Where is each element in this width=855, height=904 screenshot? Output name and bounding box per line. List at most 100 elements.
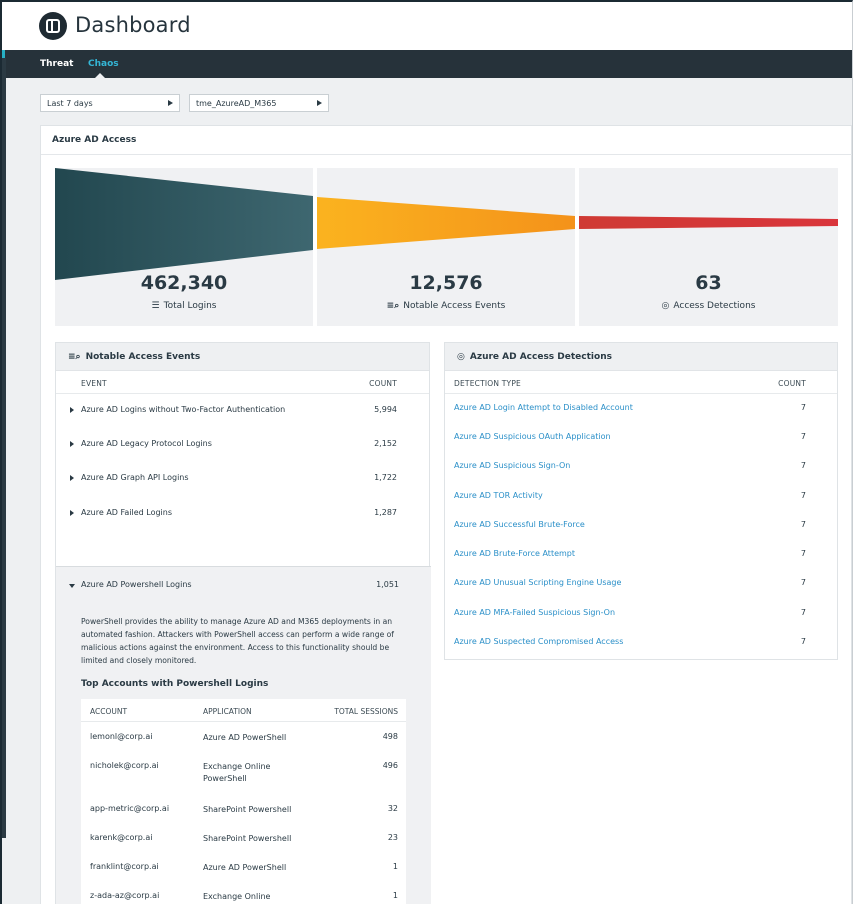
expand-arrow-icon[interactable] bbox=[70, 441, 74, 447]
event-name: Azure AD Legacy Protocol Logins bbox=[81, 439, 212, 448]
detection-link[interactable]: Azure AD Unusual Scripting Engine Usage bbox=[454, 578, 622, 587]
detection-row[interactable]: Azure AD MFA-Failed Suspicious Sign-On 7 bbox=[445, 598, 837, 627]
tenant-select[interactable]: tme_AzureAD_M365 bbox=[189, 94, 329, 112]
event-row[interactable]: Azure AD Legacy Protocol Logins 2,152 bbox=[56, 426, 429, 460]
detection-row[interactable]: Azure AD Login Attempt to Disabled Accou… bbox=[445, 393, 837, 422]
dashboard-logo-icon[interactable] bbox=[39, 12, 67, 40]
divider bbox=[81, 721, 406, 722]
detection-count: 7 bbox=[800, 578, 806, 587]
target-icon: ◎ bbox=[661, 301, 670, 311]
column-header-application[interactable]: APPLICATION bbox=[203, 707, 252, 716]
funnel-label-text: Total Logins bbox=[163, 301, 217, 311]
event-row[interactable]: Azure AD Logins without Two-Factor Authe… bbox=[56, 392, 429, 426]
left-edge-strip bbox=[2, 58, 6, 838]
funnel-shape bbox=[55, 168, 838, 280]
funnel-stage-detections[interactable]: 63 ◎ Access Detections bbox=[579, 168, 838, 326]
column-header-account[interactable]: ACCOUNT bbox=[90, 707, 128, 716]
funnel-value: 12,576 bbox=[409, 272, 483, 294]
detection-link[interactable]: Azure AD TOR Activity bbox=[454, 491, 543, 500]
divider bbox=[56, 393, 429, 394]
detection-link[interactable]: Azure AD Brute-Force Attempt bbox=[454, 549, 576, 558]
funnel-value: 63 bbox=[695, 272, 722, 294]
page-title: Dashboard bbox=[75, 13, 191, 37]
detection-row[interactable]: Azure AD Brute-Force Attempt 7 bbox=[445, 539, 837, 568]
application-cell: Exchange Online PowerShell bbox=[203, 762, 271, 783]
tab-chaos[interactable]: Chaos bbox=[88, 59, 119, 69]
panel-header: ≡⌕ Notable Access Events bbox=[56, 343, 429, 371]
detection-row[interactable]: Azure AD Successful Brute-Force 7 bbox=[445, 510, 837, 539]
collapse-arrow-icon[interactable] bbox=[69, 584, 75, 588]
tenant-value: tme_AzureAD_M365 bbox=[196, 99, 277, 108]
funnel-segment-total-logins bbox=[55, 168, 313, 280]
detection-link[interactable]: Azure AD Login Attempt to Disabled Accou… bbox=[454, 403, 633, 412]
funnel-label-text: Notable Access Events bbox=[403, 301, 506, 311]
filter-search-icon: ≡⌕ bbox=[68, 352, 81, 362]
tab-threat[interactable]: Threat bbox=[40, 59, 74, 69]
detection-row[interactable]: Azure AD TOR Activity 7 bbox=[445, 481, 837, 510]
event-count: 1,051 bbox=[376, 580, 399, 589]
expand-arrow-icon[interactable] bbox=[70, 510, 74, 516]
detection-link[interactable]: Azure AD Suspicious Sign-On bbox=[454, 461, 571, 470]
expand-arrow-icon[interactable] bbox=[70, 407, 74, 413]
time-range-select[interactable]: Last 7 days bbox=[40, 94, 180, 112]
event-name: Azure AD Logins without Two-Factor Authe… bbox=[81, 405, 286, 414]
funnel-label: ☰ Total Logins bbox=[55, 301, 313, 311]
column-header-count[interactable]: COUNT bbox=[778, 379, 806, 388]
detection-count: 7 bbox=[800, 432, 806, 441]
detections-title: Azure AD Access Detections bbox=[469, 352, 612, 362]
detection-link[interactable]: Azure AD MFA-Failed Suspicious Sign-On bbox=[454, 608, 616, 617]
detection-row[interactable]: Azure AD Suspicious OAuth Application 7 bbox=[445, 422, 837, 451]
detection-link[interactable]: Azure AD Suspicious OAuth Application bbox=[454, 432, 611, 441]
expand-arrow-icon[interactable] bbox=[70, 475, 74, 481]
detection-count: 7 bbox=[800, 637, 806, 646]
application-cell: SharePoint Powershell bbox=[203, 805, 292, 814]
account-cell: nicholek@corp.ai bbox=[90, 761, 159, 770]
sessions-cell: 498 bbox=[382, 732, 398, 741]
event-count: 1,287 bbox=[374, 508, 397, 517]
event-name: Azure AD Failed Logins bbox=[81, 508, 173, 517]
event-row[interactable]: Azure AD Graph API Logins 1,722 bbox=[56, 460, 429, 494]
divider bbox=[445, 393, 837, 394]
detection-count: 7 bbox=[800, 520, 806, 529]
target-icon: ◎ bbox=[457, 352, 465, 362]
account-cell: franklint@corp.ai bbox=[90, 862, 159, 871]
account-cell: karenk@corp.ai bbox=[90, 833, 153, 842]
account-cell: z-ada-az@corp.ai bbox=[90, 891, 160, 900]
column-header-detection-type[interactable]: DETECTION TYPE bbox=[454, 379, 521, 388]
detection-row[interactable]: Azure AD Unusual Scripting Engine Usage … bbox=[445, 568, 837, 597]
application-cell: SharePoint Powershell bbox=[203, 834, 292, 843]
column-header-sessions[interactable]: TOTAL SESSIONS bbox=[334, 707, 398, 716]
top-accounts-title: Top Accounts with Powershell Logins bbox=[81, 679, 269, 689]
top-accounts-table: ACCOUNT APPLICATION TOTAL SESSIONS lemon… bbox=[81, 699, 406, 904]
event-row[interactable]: Azure AD Failed Logins 1,287 bbox=[56, 495, 429, 529]
detection-link[interactable]: Azure AD Successful Brute-Force bbox=[454, 520, 585, 529]
detection-count: 7 bbox=[800, 549, 806, 558]
column-header-event[interactable]: EVENT bbox=[81, 379, 107, 388]
notable-access-events-panel: ≡⌕ Notable Access Events EVENT COUNT Azur… bbox=[55, 342, 431, 904]
application-cell: Exchange Online PowerShell bbox=[203, 892, 271, 901]
funnel-segment-notable-events bbox=[317, 197, 575, 249]
detection-count: 7 bbox=[800, 461, 806, 470]
event-count: 1,722 bbox=[374, 473, 397, 482]
event-name: Azure AD Powershell Logins bbox=[81, 580, 192, 589]
event-row-expanded[interactable]: Azure AD Powershell Logins 1,051 bbox=[56, 567, 431, 601]
detection-row[interactable]: Azure AD Suspicious Sign-On 7 bbox=[445, 451, 837, 480]
filter-search-icon: ≡⌕ bbox=[386, 301, 400, 311]
event-count: 2,152 bbox=[374, 439, 397, 448]
detection-link[interactable]: Azure AD Suspected Compromised Access bbox=[454, 637, 624, 646]
column-header-count[interactable]: COUNT bbox=[369, 379, 397, 388]
detection-count: 7 bbox=[800, 608, 806, 617]
page-content: Last 7 days tme_AzureAD_M365 Azure AD Ac… bbox=[2, 78, 852, 904]
funnel-label: ≡⌕ Notable Access Events bbox=[317, 301, 575, 311]
divider bbox=[41, 154, 852, 155]
event-count: 5,994 bbox=[374, 405, 397, 414]
funnel-stage-notable-events[interactable]: 12,576 ≡⌕ Notable Access Events bbox=[317, 168, 575, 326]
expanded-event-detail: Azure AD Powershell Logins 1,051 PowerSh… bbox=[56, 566, 431, 904]
panel-header: ◎ Azure AD Access Detections bbox=[445, 343, 837, 371]
notable-title: Notable Access Events bbox=[85, 352, 201, 362]
header: Dashboard bbox=[2, 2, 852, 50]
detection-row[interactable]: Azure AD Suspected Compromised Access 7 bbox=[445, 627, 837, 656]
play-arrow-icon bbox=[317, 100, 322, 106]
play-arrow-icon bbox=[168, 100, 173, 106]
